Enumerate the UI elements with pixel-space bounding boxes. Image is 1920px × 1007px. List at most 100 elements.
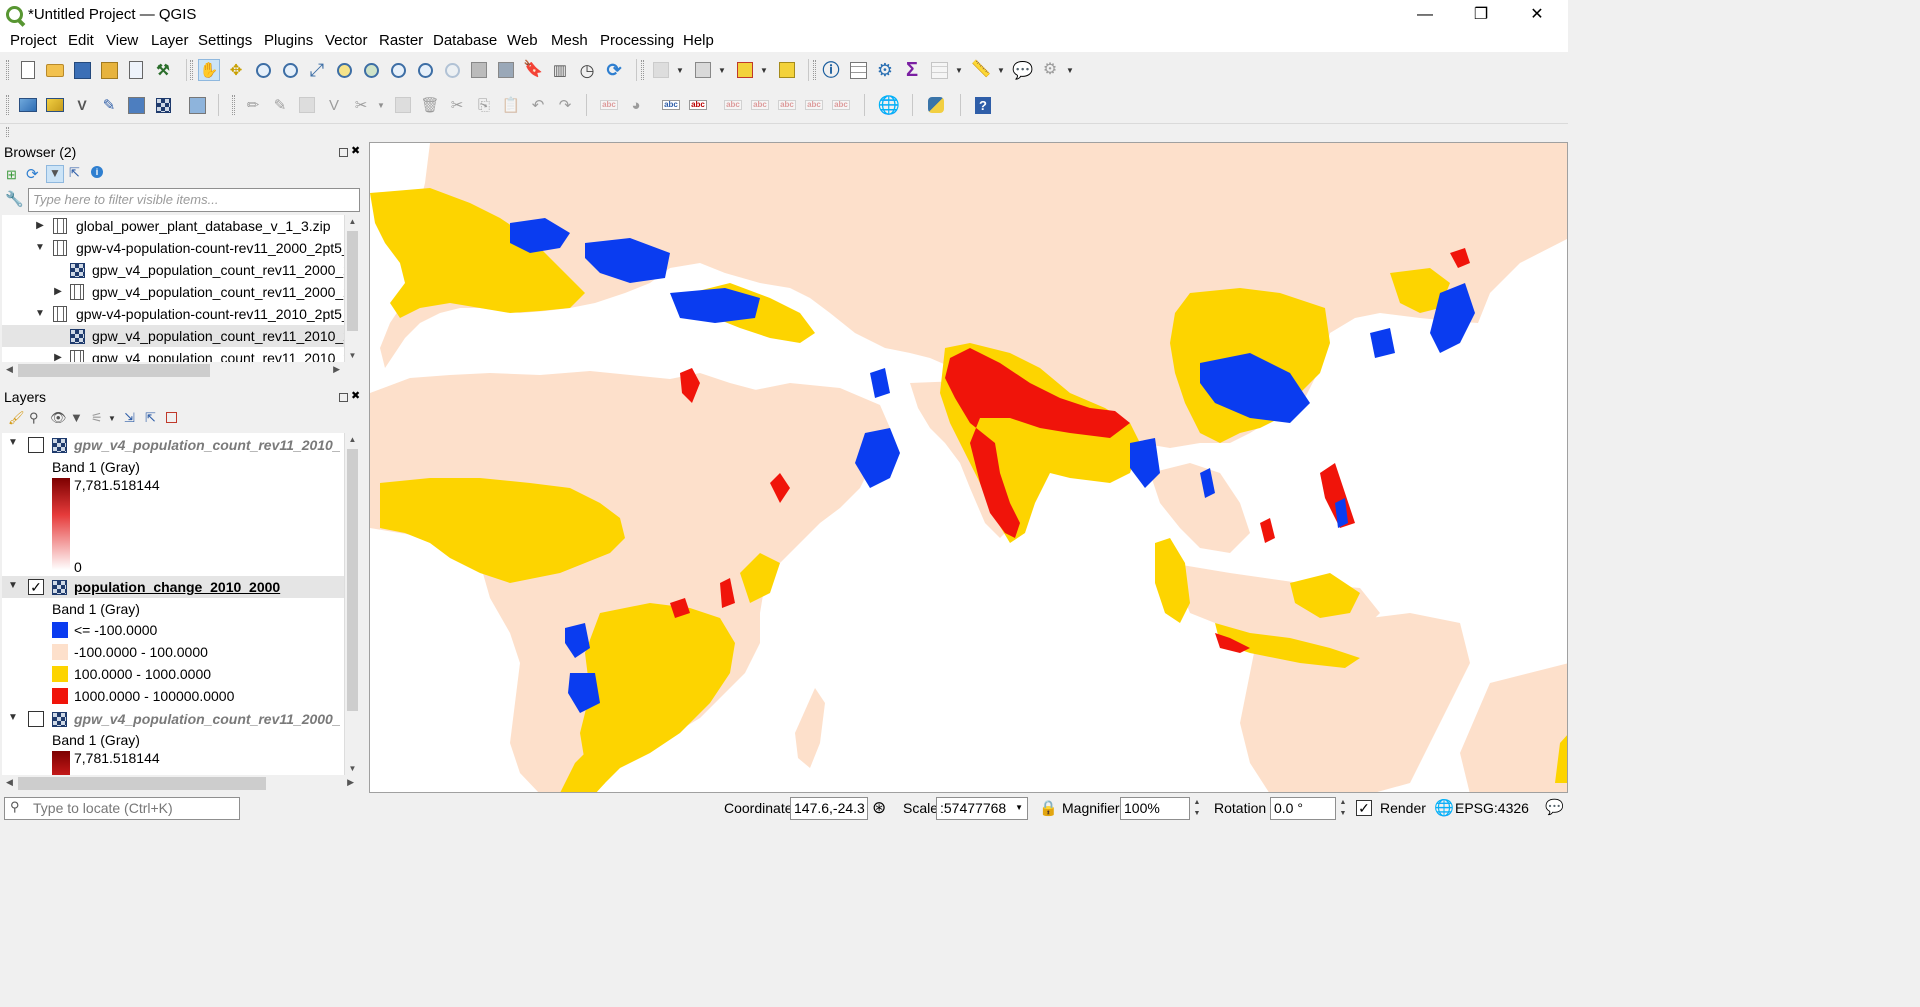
toolbar-handle[interactable] xyxy=(232,95,235,115)
tree-item[interactable]: ▶ gpw_v4_population_count_rev11_2000_2pt… xyxy=(2,281,344,303)
open-project-button[interactable] xyxy=(44,59,66,81)
collapse-arrow-icon[interactable]: ▼ xyxy=(35,242,45,253)
restore-button[interactable]: ❐ xyxy=(1473,6,1489,23)
open-attribute-table-button[interactable] xyxy=(928,59,950,81)
float-panel-icon[interactable] xyxy=(339,393,348,402)
menu-view[interactable]: View xyxy=(106,32,139,49)
chevron-down-icon[interactable]: ▼ xyxy=(718,66,726,75)
zoom-to-layer-button[interactable] xyxy=(360,59,382,81)
menu-processing[interactable]: Processing xyxy=(600,32,675,49)
scroll-right-arrow-icon[interactable]: ▶ xyxy=(347,777,354,787)
georeferencer-button[interactable]: 🌐 xyxy=(878,94,900,116)
add-vector-layer-button[interactable]: V xyxy=(71,94,93,116)
collapse-all-icon[interactable]: ⇱ xyxy=(145,410,156,425)
zoom-to-selection-button[interactable] xyxy=(333,59,355,81)
save-project-button[interactable] xyxy=(71,59,93,81)
tree-item[interactable]: ▼ gpw-v4-population-count-rev11_2000_2pt… xyxy=(2,237,344,259)
refresh-icon[interactable]: ⟳ xyxy=(26,166,39,183)
menu-web[interactable]: Web xyxy=(507,32,538,49)
processing-toolbox-button[interactable]: ⚙ xyxy=(874,59,896,81)
chevron-down-icon[interactable]: ▼ xyxy=(760,66,768,75)
layer-name[interactable]: population_change_2010_2000 xyxy=(74,579,281,595)
expand-all-icon[interactable]: ⇲ xyxy=(124,410,135,425)
scrollbar-thumb[interactable] xyxy=(18,364,210,377)
collapse-arrow-icon[interactable]: ▼ xyxy=(8,580,18,591)
coordinate-field[interactable]: 147.6,-24.3 xyxy=(790,797,868,820)
show-bookmarks-button[interactable]: ▥ xyxy=(549,59,571,81)
attribute-table-button[interactable] xyxy=(847,59,869,81)
rotate-label-button[interactable]: abc xyxy=(803,94,825,116)
copy-features-button[interactable]: ⎘ xyxy=(473,94,495,116)
chevron-down-icon[interactable]: ▼ xyxy=(676,66,684,75)
menu-layer[interactable]: Layer xyxy=(151,32,189,49)
toolbar-handle[interactable] xyxy=(6,95,9,115)
expand-arrow-icon[interactable]: ▶ xyxy=(54,286,62,297)
save-as-button[interactable] xyxy=(98,59,120,81)
toolbar-handle[interactable] xyxy=(641,60,644,80)
redo-button[interactable]: ↷ xyxy=(554,94,576,116)
tree-item[interactable]: ▼ gpw-v4-population-count-rev11_2010_2pt… xyxy=(2,303,344,325)
manage-visibility-icon[interactable]: 👁 xyxy=(50,410,67,425)
close-panel-icon[interactable]: ✖ xyxy=(351,390,361,402)
filter-expression-icon[interactable]: ⚟ xyxy=(91,410,103,425)
show-hide-labels-button[interactable]: abc xyxy=(749,94,771,116)
scroll-left-arrow-icon[interactable]: ◀ xyxy=(6,364,13,374)
deselect-all-button[interactable] xyxy=(734,59,756,81)
new-project-button[interactable] xyxy=(17,59,39,81)
label-tool-button[interactable]: abc xyxy=(598,94,620,116)
scrollbar-thumb[interactable] xyxy=(18,777,266,790)
diagram-tool-button[interactable]: ◕ xyxy=(625,94,647,116)
map-canvas[interactable] xyxy=(369,142,1568,793)
statistical-summary-button[interactable]: Σ xyxy=(901,59,923,81)
mouse-coordinate-icon[interactable]: ⊛ xyxy=(872,798,887,817)
scroll-left-arrow-icon[interactable]: ◀ xyxy=(6,777,13,787)
collapse-all-icon[interactable]: ⇱ xyxy=(69,165,80,180)
layer-labeling-button[interactable]: abc xyxy=(660,94,682,116)
close-panel-icon[interactable]: ✖ xyxy=(351,145,361,157)
toolbar-handle[interactable] xyxy=(813,60,816,80)
chevron-down-icon[interactable]: ▼ xyxy=(108,414,116,423)
temporal-controller-button[interactable]: ◷ xyxy=(576,59,598,81)
magnifier-spin-arrows[interactable]: ▲ ▼ xyxy=(1193,799,1201,817)
toolbar-handle[interactable] xyxy=(6,127,9,137)
add-group-icon[interactable]: ⚲ xyxy=(29,410,39,425)
zoom-out-button[interactable] xyxy=(279,59,301,81)
layer-visibility-checkbox[interactable] xyxy=(28,437,44,453)
chevron-down-icon[interactable]: ▼ xyxy=(997,66,1005,75)
render-checkbox[interactable]: ✓ xyxy=(1356,800,1372,816)
menu-plugins[interactable]: Plugins xyxy=(264,32,314,49)
menu-vector[interactable]: Vector xyxy=(325,32,368,49)
layer-visibility-checkbox[interactable]: ✓ xyxy=(28,579,44,595)
add-raster-layer-button[interactable] xyxy=(152,94,174,116)
layers-horizontal-scrollbar[interactable]: ◀ ▶ xyxy=(2,775,358,792)
change-label-button[interactable]: abc xyxy=(830,94,852,116)
save-edits-button[interactable] xyxy=(296,94,318,116)
measure-button[interactable]: 📏 xyxy=(970,59,992,81)
locator-search-input[interactable]: ⚲ Type to locate (Ctrl+K) xyxy=(4,797,240,820)
zoom-in-button[interactable] xyxy=(252,59,274,81)
toolbar-handle[interactable] xyxy=(190,60,193,80)
collapse-arrow-icon[interactable]: ▼ xyxy=(35,308,45,319)
identify-features-button[interactable]: ⓘ xyxy=(820,59,842,81)
browser-vertical-scrollbar[interactable]: ▲ ▼ xyxy=(344,215,360,362)
modify-attributes-button[interactable] xyxy=(392,94,414,116)
new-bookmark-button[interactable]: 🔖 xyxy=(522,59,544,81)
chevron-down-icon[interactable]: ▼ xyxy=(1066,66,1074,75)
current-edits-button[interactable]: ✏ xyxy=(242,94,264,116)
zoom-full-button[interactable]: ⤢ xyxy=(306,59,328,81)
new-3d-view-button[interactable] xyxy=(495,59,517,81)
locator-settings-button[interactable]: ⚙ xyxy=(1039,59,1061,81)
properties-icon[interactable]: i xyxy=(91,166,103,178)
undo-button[interactable]: ↶ xyxy=(527,94,549,116)
add-selected-layers-icon[interactable]: ⊞ xyxy=(6,167,17,182)
tree-item[interactable]: ▶ gpw_v4_population_count_rev11_2010_2pt… xyxy=(2,347,344,362)
delete-selected-button[interactable]: 🗑 xyxy=(419,94,441,116)
zoom-last-button[interactable] xyxy=(414,59,436,81)
layers-vertical-scrollbar[interactable]: ▲ ▼ xyxy=(344,433,360,775)
toolbar-handle[interactable] xyxy=(6,60,9,80)
selected-layer-row[interactable] xyxy=(2,576,344,598)
crs-label[interactable]: EPSG:4326 xyxy=(1455,800,1529,816)
expand-arrow-icon[interactable]: ▶ xyxy=(54,352,62,362)
collapse-arrow-icon[interactable]: ▼ xyxy=(8,712,18,723)
scroll-up-arrow-icon[interactable]: ▲ xyxy=(348,217,357,226)
